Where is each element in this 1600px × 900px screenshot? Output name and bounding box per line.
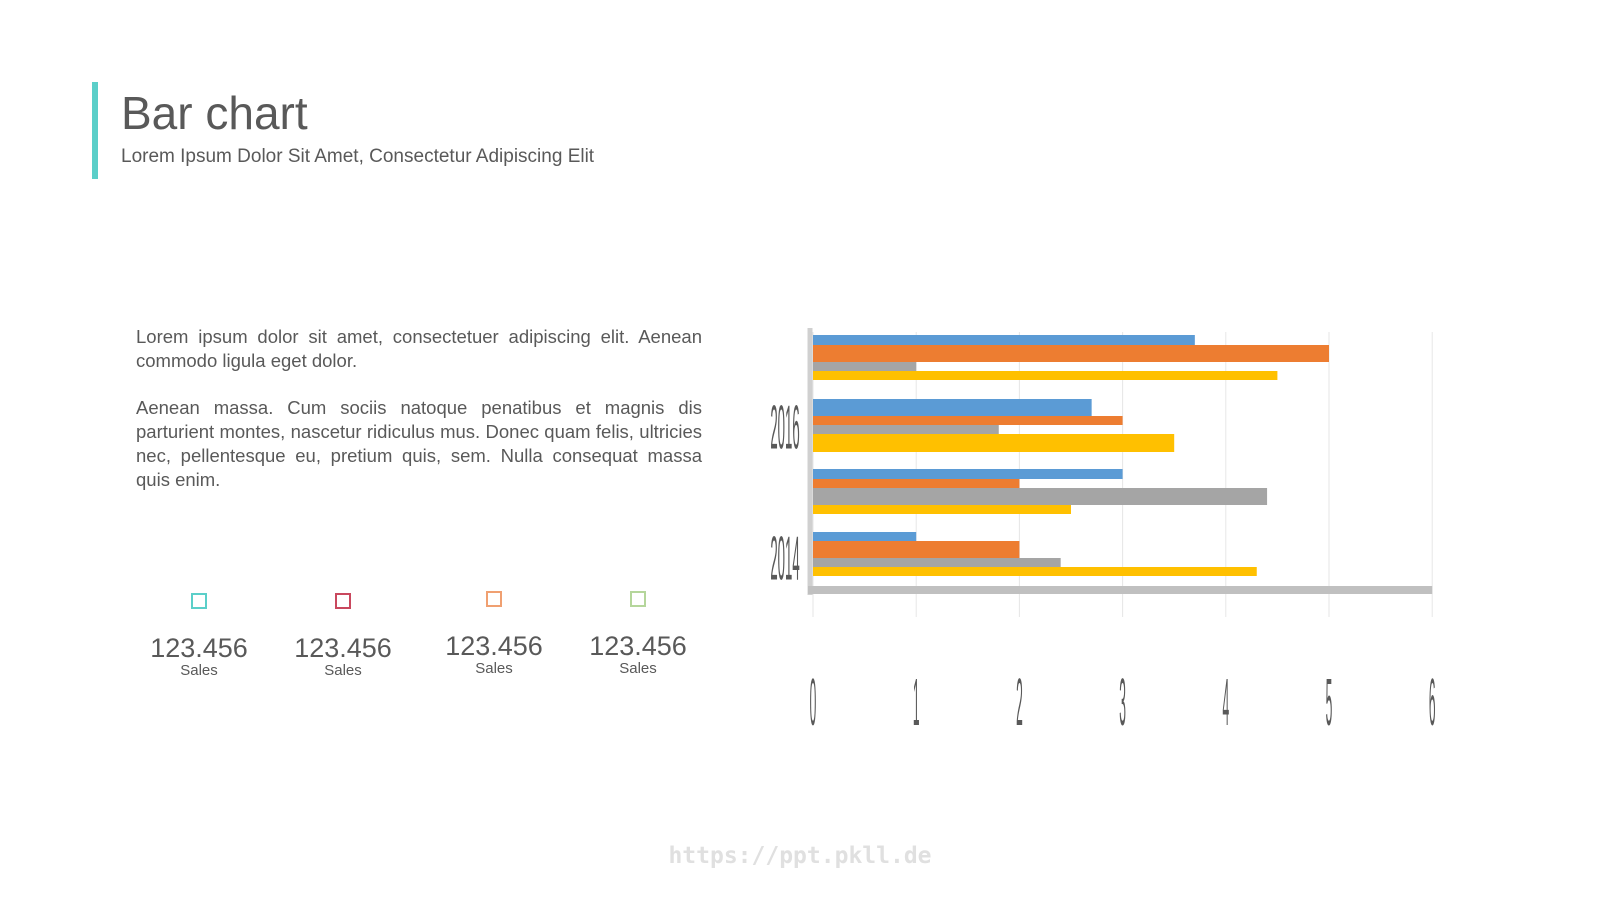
bar <box>813 541 1020 558</box>
stat-item-4: 123.456 Sales <box>568 591 708 677</box>
bar <box>813 532 917 541</box>
stat-marker-icon <box>630 591 646 607</box>
stat-label: Sales <box>324 662 362 679</box>
stat-item-1: 123.456 Sales <box>129 593 269 679</box>
bar <box>813 345 1329 362</box>
bar <box>813 434 1175 452</box>
bar <box>813 399 1092 416</box>
stat-value: 123.456 <box>294 633 392 663</box>
body-paragraph-1: Lorem ipsum dolor sit amet, consectetuer… <box>136 326 702 371</box>
stat-marker-icon <box>191 593 207 609</box>
bar <box>813 371 1278 380</box>
bar <box>813 416 1123 425</box>
bar <box>813 335 1195 345</box>
stat-value: 123.456 <box>589 631 687 661</box>
page-title: Bar chart <box>121 87 308 139</box>
bar <box>813 425 999 434</box>
watermark: https://ppt.pkll.de <box>668 843 932 869</box>
bar <box>813 479 1020 488</box>
stat-value: 123.456 <box>150 633 248 663</box>
bar <box>813 505 1071 514</box>
bar <box>813 567 1257 576</box>
stat-value: 123.456 <box>445 631 543 661</box>
y-tick-label: 2014 <box>770 523 799 594</box>
stat-marker-icon <box>486 591 502 607</box>
bar <box>813 488 1268 505</box>
x-tick-label: 5 <box>1326 665 1333 740</box>
x-tick-label: 1 <box>913 665 920 740</box>
stat-item-2: 123.456 Sales <box>273 593 413 679</box>
stat-label: Sales <box>180 662 218 679</box>
y-tick-label: 2016 <box>770 392 799 463</box>
x-tick-label: 4 <box>1222 665 1229 740</box>
baseline-bar <box>808 586 1433 594</box>
title-accent-bar <box>92 82 98 179</box>
page-subtitle: Lorem Ipsum Dolor Sit Amet, Consectetur … <box>121 146 595 167</box>
body-text: Lorem ipsum dolor sit amet, consectetuer… <box>136 325 702 515</box>
bar <box>813 469 1123 479</box>
body-paragraph-2: Aenean massa. Cum sociis natoque penatib… <box>136 397 702 490</box>
x-tick-label: 3 <box>1119 665 1126 740</box>
x-tick-label: 6 <box>1429 665 1436 740</box>
bar <box>813 558 1061 567</box>
stat-label: Sales <box>475 660 513 677</box>
stat-marker-icon <box>335 593 351 609</box>
x-tick-label: 0 <box>810 665 817 740</box>
bar <box>813 362 917 371</box>
stat-item-3: 123.456 Sales <box>424 591 564 677</box>
bar-chart: 2016 2014 0 1 2 3 4 5 6 <box>770 328 1436 740</box>
stat-label: Sales <box>619 660 657 677</box>
x-tick-label: 2 <box>1016 665 1023 740</box>
